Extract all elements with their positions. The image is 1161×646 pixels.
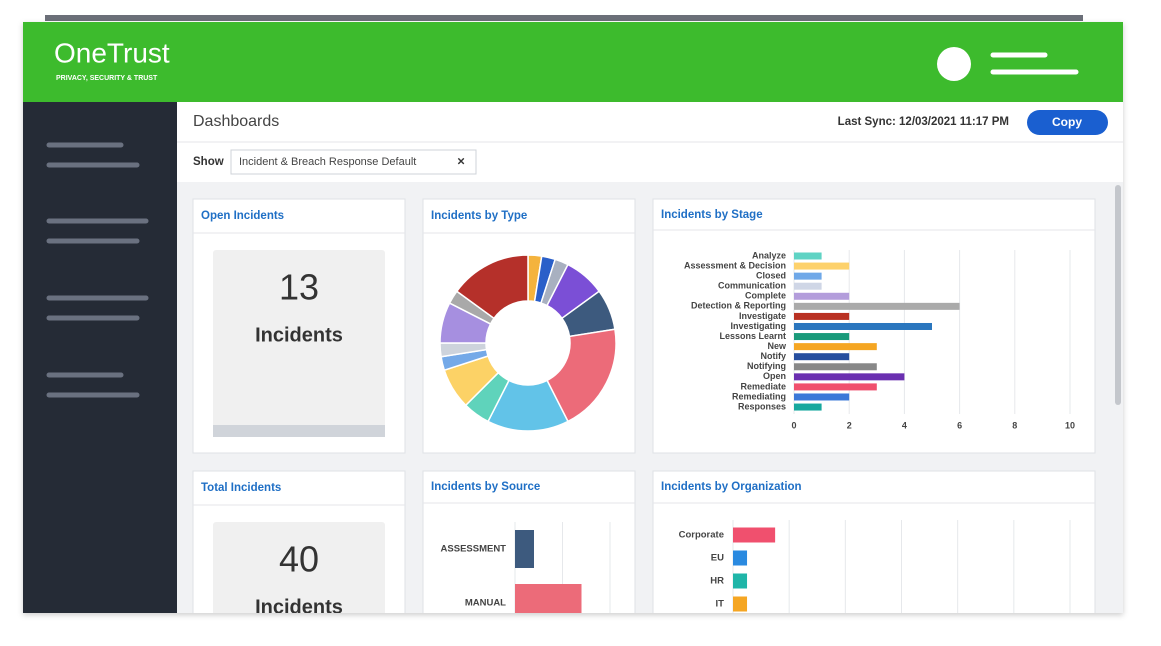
kpi-unit: Incidents — [255, 596, 343, 618]
y-tick-label: Communication — [718, 281, 786, 291]
x-tick-label: 8 — [1012, 420, 1017, 430]
bar — [794, 312, 850, 320]
bar — [794, 393, 850, 401]
card-title: Total Incidents — [201, 482, 281, 494]
bar — [733, 527, 776, 543]
kpi-box — [213, 250, 385, 437]
y-tick-label: EU — [711, 553, 724, 564]
card-title: Open Incidents — [201, 210, 284, 222]
chart-title: Incidents by Organization — [661, 481, 802, 493]
scrollbar[interactable] — [1115, 185, 1121, 405]
bar — [794, 343, 877, 351]
menu-icon[interactable] — [990, 52, 1079, 75]
x-tick-label: 20 — [1009, 634, 1019, 644]
kpi-value: 13 — [279, 267, 319, 308]
y-tick-label: Lessons Learnt — [719, 331, 786, 341]
copy-label[interactable]: Copy — [1052, 115, 1082, 129]
sidebar-items[interactable] — [46, 142, 149, 398]
bar — [515, 530, 534, 568]
bar — [794, 333, 850, 341]
bar — [794, 403, 822, 411]
sidebar — [23, 102, 177, 613]
last-sync: Last Sync: 12/03/2021 11:17 PM — [838, 116, 1009, 128]
y-tick-label: Analyze — [752, 250, 786, 260]
avatar[interactable] — [937, 47, 971, 81]
y-tick-label: Remediating — [732, 391, 786, 401]
filter-box[interactable] — [230, 149, 477, 175]
x-tick-label: 4 — [902, 420, 907, 430]
y-tick-label: Assessment & Decision — [684, 260, 786, 270]
bar — [794, 262, 850, 270]
bar — [733, 573, 748, 589]
y-tick-label: Notifying — [747, 361, 786, 371]
x-tick-label: 12 — [896, 634, 906, 644]
donut-slice — [546, 328, 617, 423]
donut-slice — [455, 254, 529, 320]
x-tick-label: 0 — [791, 420, 796, 430]
bar — [794, 272, 822, 280]
y-tick-label: MANUAL — [465, 598, 506, 609]
bar — [515, 584, 582, 613]
y-tick-label: Detection & Reporting — [691, 301, 786, 311]
x-tick-label: 2 — [847, 420, 852, 430]
filter-value[interactable]: Incident & Breach Response Default — [239, 156, 416, 168]
y-tick-label: Notify — [761, 351, 787, 361]
back-window — [45, 15, 1083, 21]
bar — [794, 292, 850, 300]
chart-title: Incidents by Source — [431, 481, 540, 493]
x-tick-label: 0 — [512, 634, 517, 644]
page-title: Dashboards — [193, 113, 279, 130]
bar — [733, 550, 748, 566]
y-tick-label: Investigating — [730, 321, 786, 331]
copy-button[interactable] — [1027, 110, 1108, 135]
x-tick-label: 10 — [1065, 420, 1075, 430]
x-tick-label: 4 — [787, 634, 792, 644]
y-tick-label: New — [767, 341, 787, 351]
card — [652, 470, 1096, 613]
x-tick-label: 20 — [605, 634, 615, 644]
chart-title: Incidents by Type — [431, 210, 527, 222]
x-tick-label: 6 — [957, 420, 962, 430]
y-tick-label: Closed — [756, 271, 786, 281]
y-tick-label: Corporate — [679, 530, 724, 541]
window-content: OneTrust PRIVACY, SECURITY & TRUST Dashb… — [23, 22, 1123, 644]
y-tick-label: HR — [710, 576, 724, 587]
kpi-unit: Incidents — [255, 324, 343, 346]
y-tick-label: Responses — [738, 401, 786, 411]
y-tick-label: Remediate — [740, 381, 786, 391]
tagline: PRIVACY, SECURITY & TRUST — [56, 75, 158, 82]
bar — [794, 353, 850, 361]
x-tick-label: 24 — [1065, 634, 1075, 644]
y-tick-label: ASSESSMENT — [441, 544, 507, 555]
x-tick-label: 0 — [730, 634, 735, 644]
bar — [794, 373, 905, 381]
y-tick-label: Complete — [745, 291, 786, 301]
x-tick-label: 16 — [953, 634, 963, 644]
bar — [794, 322, 932, 330]
kpi-value: 40 — [279, 539, 319, 580]
bar — [794, 302, 960, 310]
filter-clear[interactable]: × — [457, 153, 465, 168]
chart-title: Incidents by Stage — [661, 209, 763, 221]
x-tick-label: 8 — [843, 634, 848, 644]
show-label: Show — [193, 156, 224, 168]
bar — [794, 282, 822, 290]
kpi-foot — [213, 425, 385, 437]
bar — [794, 252, 822, 260]
kpi-box — [213, 522, 385, 613]
y-tick-label: IT — [716, 599, 725, 610]
bar — [794, 383, 877, 391]
y-tick-label: Investigate — [739, 311, 786, 321]
bar — [794, 363, 877, 371]
bar — [733, 596, 748, 612]
y-tick-label: Open — [763, 371, 786, 381]
logo: OneTrust — [54, 37, 170, 68]
x-tick-label: 10 — [557, 634, 567, 644]
